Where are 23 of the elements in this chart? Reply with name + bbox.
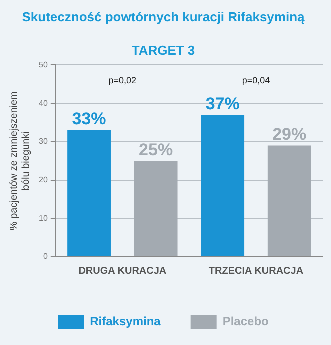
x-tick-label: TRZECIA KURACJA: [208, 266, 304, 277]
chart-subtitle: TARGET 3: [132, 42, 196, 58]
data-label: 33%: [72, 110, 106, 129]
y-axis-title: % pacjentów ze zmniejszeniem bólu biegunki: [8, 92, 32, 231]
data-label: 25%: [139, 140, 174, 160]
y-tick-label: 30: [38, 137, 48, 146]
legend-label: Placebo: [222, 314, 269, 328]
y-tick-label: 40: [38, 98, 48, 108]
x-tick-label: DRUGA KURACJA: [78, 266, 167, 277]
bar: [134, 161, 178, 256]
bar: [68, 130, 111, 256]
bar: [268, 146, 312, 256]
chart-title: Skuteczność powtórnych kuracji Rifaksyminą: [22, 9, 306, 24]
y-tick-label: 50: [38, 60, 48, 70]
y-tick-label: 20: [38, 175, 48, 184]
bar: [201, 115, 245, 256]
y-tick-label: 0: [43, 252, 48, 262]
y-tick-label: 10: [38, 214, 48, 223]
legend-label: Rifaksymina: [90, 314, 162, 328]
annotation: p=0,02: [108, 76, 137, 86]
data-label: 37%: [206, 94, 240, 114]
data-label: 29%: [272, 124, 307, 144]
annotation: p=0,04: [242, 76, 270, 86]
